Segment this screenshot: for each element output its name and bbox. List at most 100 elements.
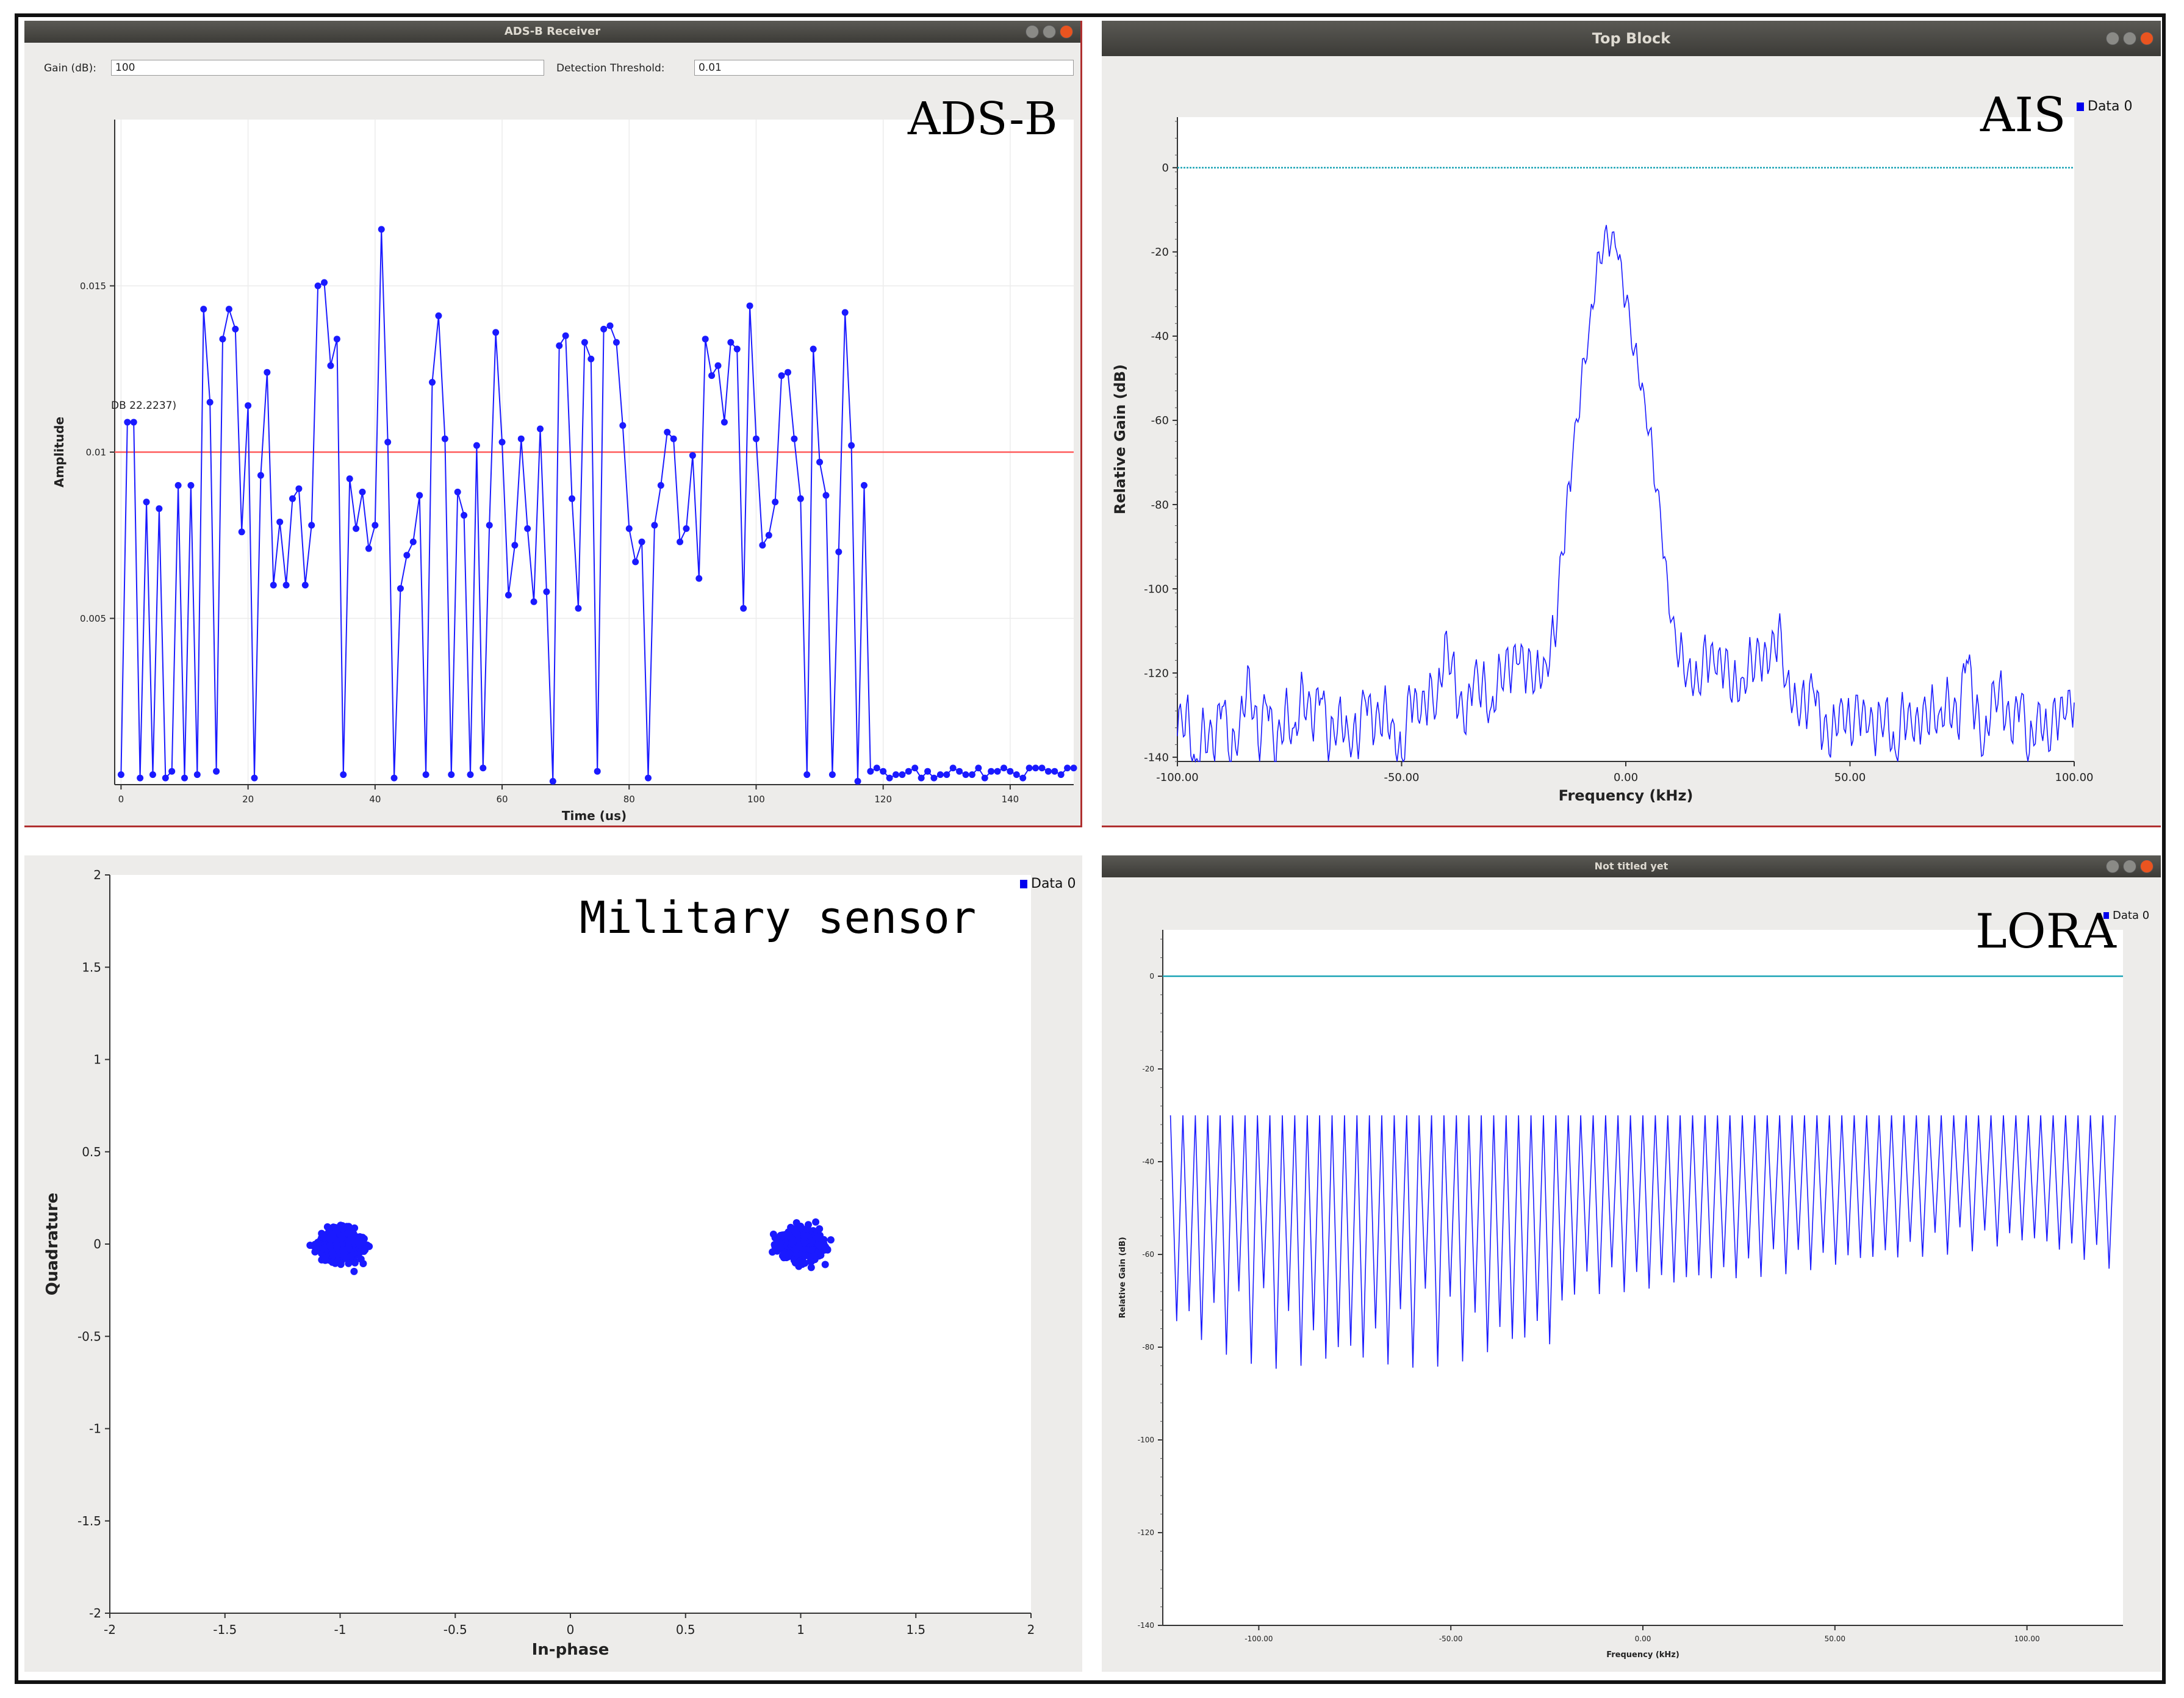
amplitude-point xyxy=(1032,764,1040,772)
constellation-point xyxy=(338,1232,346,1240)
amplitude-point xyxy=(282,581,290,589)
close-icon[interactable] xyxy=(2140,860,2153,873)
y-axis-label: Relative Gain (dB) xyxy=(1118,1237,1127,1318)
amplitude-point xyxy=(124,419,131,426)
amplitude-point xyxy=(924,768,932,775)
x-tick-label: -1.5 xyxy=(213,1622,237,1637)
constellation-point xyxy=(807,1264,815,1272)
y-tick-label: -40 xyxy=(1142,1157,1154,1166)
amplitude-point xyxy=(295,485,303,492)
x-tick-label: -50.00 xyxy=(1384,771,1419,784)
y-tick-label: 2 xyxy=(93,868,101,882)
legend-swatch xyxy=(2077,102,2084,111)
amplitude-point xyxy=(416,492,423,499)
amplitude-point xyxy=(390,774,398,782)
amplitude-point xyxy=(219,336,226,343)
amplitude-point xyxy=(759,542,766,549)
maximize-icon[interactable] xyxy=(1043,25,1056,38)
amplitude-point xyxy=(1013,771,1020,779)
amplitude-point xyxy=(797,495,804,502)
lora-legend: Data 0 xyxy=(2103,909,2149,922)
amplitude-point xyxy=(384,439,392,446)
constellation-point xyxy=(816,1225,824,1233)
y-tick-label: -120 xyxy=(1144,667,1169,680)
y-tick-label: 0.5 xyxy=(82,1145,101,1159)
amplitude-point xyxy=(187,482,195,489)
plot-canvas xyxy=(110,875,1031,1613)
constellation-point xyxy=(337,1261,345,1268)
military-legend: Data 0 xyxy=(1020,876,1076,891)
amplitude-point xyxy=(289,495,296,502)
close-icon[interactable] xyxy=(1060,25,1073,38)
constellation-point xyxy=(339,1224,347,1232)
maximize-icon[interactable] xyxy=(2123,860,2136,873)
minimize-icon[interactable] xyxy=(2106,860,2119,873)
amplitude-point xyxy=(740,605,747,612)
constellation-point xyxy=(791,1228,799,1236)
amplitude-point xyxy=(378,226,385,233)
x-axis-label: Frequency (kHz) xyxy=(1606,1650,1679,1660)
amplitude-point xyxy=(860,482,867,489)
constellation-point xyxy=(789,1237,797,1245)
maximize-icon[interactable] xyxy=(2123,32,2136,45)
amplitude-point xyxy=(505,591,512,599)
x-tick-label: 0.5 xyxy=(676,1622,695,1637)
adsb-overlay-title: ADS-B xyxy=(908,93,1058,145)
amplitude-point xyxy=(657,482,664,489)
amplitude-point xyxy=(473,442,480,449)
amplitude-point xyxy=(441,435,448,442)
minimize-icon[interactable] xyxy=(1026,25,1039,38)
amplitude-point xyxy=(644,774,652,782)
adsb-window: ADS-B Receiver Gain (dB): 100 Detection … xyxy=(24,21,1082,827)
minimize-icon[interactable] xyxy=(2106,32,2119,45)
lora-overlay-title: LORA xyxy=(1975,904,2116,959)
amplitude-point xyxy=(517,435,525,442)
amplitude-point xyxy=(936,771,944,779)
amplitude-point xyxy=(156,505,163,513)
x-tick-label: 80 xyxy=(623,794,635,805)
amplitude-point xyxy=(193,771,201,779)
gain-label: Gain (dB): xyxy=(44,62,96,74)
y-tick-label: -60 xyxy=(1142,1250,1154,1259)
constellation-point xyxy=(778,1231,786,1239)
lora-window: Not titled yet -100.00 -50.00 0.00 50.00 100… xyxy=(1102,855,2161,1672)
figure-frame xyxy=(15,13,2166,1684)
constellation-point xyxy=(799,1231,807,1239)
constellation-point xyxy=(357,1255,365,1263)
x-tick-label: 0 xyxy=(118,794,124,805)
adsb-titlebar[interactable]: ADS-B Receiver xyxy=(24,21,1080,43)
close-icon[interactable] xyxy=(2140,32,2153,45)
x-tick-label: -100.00 xyxy=(1156,771,1198,784)
threshold-input[interactable]: 0.01 xyxy=(694,60,1074,76)
military-overlay-title: Military sensor xyxy=(580,892,977,943)
military-plot: -2 -1.5 -1 -0.5 0 0.5 1 1.5 2 -2 -1.5 -1 -0.5 0 0.5 1 1.… xyxy=(43,868,1035,1659)
ais-titlebar[interactable]: Top Block xyxy=(1102,21,2161,56)
plot-canvas xyxy=(1163,930,2123,1625)
amplitude-point xyxy=(498,439,506,446)
gain-input[interactable]: 100 xyxy=(111,60,544,76)
amplitude-point xyxy=(372,522,379,529)
constellation-point xyxy=(803,1225,811,1232)
x-tick-label: -100.00 xyxy=(1245,1635,1273,1643)
constellation-point xyxy=(795,1243,803,1251)
amplitude-point xyxy=(257,472,264,479)
lora-legend-label: Data 0 xyxy=(2113,909,2150,922)
y-tick-label: 1 xyxy=(93,1052,101,1067)
amplitude-point xyxy=(651,522,658,529)
lora-titlebar[interactable]: Not titled yet xyxy=(1102,855,2161,877)
constellation-point xyxy=(808,1237,816,1245)
amplitude-point xyxy=(1019,774,1027,782)
y-tick-label: -140 xyxy=(1138,1621,1154,1630)
amplitude-point xyxy=(365,545,372,552)
amplitude-point xyxy=(791,435,798,442)
amplitude-point xyxy=(359,488,366,495)
x-tick-label: 50.00 xyxy=(1834,771,1866,784)
amplitude-point xyxy=(803,771,811,779)
amplitude-point xyxy=(828,771,836,779)
amplitude-point xyxy=(454,488,461,495)
y-tick-label: -60 xyxy=(1151,414,1169,427)
x-tick-label: 40 xyxy=(369,794,381,805)
amplitude-point xyxy=(168,768,176,775)
x-tick-label: 1 xyxy=(797,1622,805,1637)
amplitude-point xyxy=(467,771,474,779)
